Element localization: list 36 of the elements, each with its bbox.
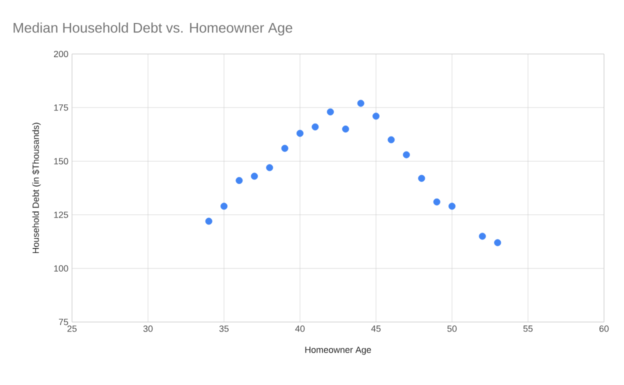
- point: [236, 176, 243, 184]
- point: [478, 232, 486, 240]
- y-axis-title: Household Debt (in $Thousands): [32, 122, 41, 254]
- x-axis-title: Homeowner Age: [305, 346, 371, 355]
- point: [296, 130, 304, 137]
- point: [220, 202, 228, 210]
- point: [326, 108, 334, 116]
- y-tick-label: 125: [54, 212, 68, 218]
- x-tick-label: 40: [295, 326, 305, 332]
- point: [433, 198, 440, 206]
- x-tick-label: 55: [523, 326, 533, 332]
- point: [372, 112, 380, 120]
- x-tick-label: 50: [447, 326, 457, 332]
- point: [402, 151, 410, 158]
- point: [250, 172, 258, 180]
- point: [281, 144, 288, 152]
- y-tick-label: 100: [54, 265, 68, 272]
- point: [342, 126, 350, 133]
- point: [418, 174, 426, 182]
- y-tick-label: 175: [54, 104, 68, 111]
- y-tick-label: 150: [54, 158, 68, 164]
- point: [448, 202, 456, 210]
- x-tick-label: 35: [219, 326, 229, 332]
- point: [357, 100, 364, 107]
- x-tick-label: 60: [599, 326, 609, 332]
- y-tick-label: 75: [58, 318, 68, 326]
- point: [388, 136, 395, 144]
- point: [266, 164, 274, 172]
- chart-title: Median Household Debt vs. Homeowner Age: [14, 22, 292, 36]
- x-tick-label: 25: [67, 326, 77, 332]
- point: [494, 239, 502, 246]
- y-tick-label: 200: [54, 50, 68, 58]
- point: [312, 123, 319, 130]
- x-tick-label: 45: [371, 326, 381, 332]
- x-tick-label: 30: [143, 326, 153, 332]
- point: [205, 218, 212, 225]
